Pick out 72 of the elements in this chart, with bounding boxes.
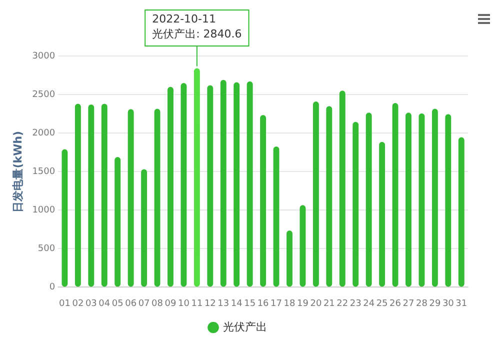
y-tick-label: 2500 <box>32 90 56 100</box>
bar <box>114 156 121 287</box>
x-tick-label: 15 <box>244 298 256 309</box>
bar <box>406 112 412 287</box>
x-tick-label: 06 <box>125 298 137 309</box>
y-tick-label: 2000 <box>32 128 56 138</box>
y-tick-label: 500 <box>38 244 56 254</box>
bar <box>246 81 253 287</box>
bar <box>62 149 68 287</box>
bar <box>141 169 148 287</box>
x-tick-label: 11 <box>191 298 203 309</box>
y-tick-label: 3000 <box>32 51 56 62</box>
bar <box>234 82 240 287</box>
annotation: 2022-10-11 光伏产出: 2840.6 <box>152 12 242 40</box>
bar <box>418 113 425 287</box>
bar <box>180 82 187 287</box>
x-tick-label: 23 <box>350 298 362 309</box>
bar <box>432 108 438 287</box>
x-tick-label: 10 <box>178 298 190 309</box>
bar <box>366 112 372 287</box>
y-tick-label: 0 <box>49 282 56 293</box>
bar <box>101 104 108 287</box>
bar <box>154 108 160 287</box>
bar <box>220 80 226 287</box>
y-tick-label: 1000 <box>32 205 56 216</box>
x-tick-label: 05 <box>112 298 124 309</box>
x-tick-label: 19 <box>296 298 309 309</box>
bar <box>445 114 452 287</box>
x-tick-label: 31 <box>456 298 468 309</box>
x-tick-label: 08 <box>152 298 164 309</box>
x-tick-label: 01 <box>58 298 70 309</box>
x-tick-label: 24 <box>363 298 375 309</box>
bar <box>312 101 319 287</box>
y-tick-label: 1500 <box>32 166 56 177</box>
x-tick-label: 12 <box>204 298 216 309</box>
x-tick-label: 04 <box>98 298 110 309</box>
x-tick-label: 07 <box>138 298 150 309</box>
bar <box>74 104 81 287</box>
bar <box>392 103 398 287</box>
bar <box>326 106 332 287</box>
x-tick-label: 09 <box>164 298 176 309</box>
x-tick-label: 03 <box>85 298 97 309</box>
bar <box>207 85 214 287</box>
x-tick-label: 27 <box>402 298 414 309</box>
legend-label: 光伏产出 <box>222 320 267 334</box>
bar <box>300 205 306 287</box>
x-tick-label: 29 <box>429 298 441 309</box>
x-tick-label: 17 <box>270 298 282 309</box>
y-axis-title: 日发电量(kWh) <box>11 130 24 212</box>
bar <box>339 90 346 287</box>
bar <box>352 122 359 287</box>
bar <box>379 142 386 287</box>
x-tick-label: 30 <box>442 298 454 309</box>
x-tick-label: 28 <box>416 298 428 309</box>
x-tick-label: 21 <box>323 298 335 309</box>
x-tick-label: 22 <box>336 298 348 309</box>
bar <box>286 230 292 287</box>
bar <box>458 137 464 287</box>
bar <box>260 114 266 287</box>
x-tick-label: 02 <box>72 298 84 309</box>
bar <box>168 86 174 287</box>
x-tick-label: 16 <box>257 298 270 309</box>
bar <box>273 146 280 287</box>
bar <box>88 104 94 287</box>
x-tick-label: 18 <box>284 298 296 309</box>
bar <box>128 109 134 287</box>
x-tick-label: 13 <box>218 298 230 309</box>
x-tick-label: 26 <box>390 298 402 309</box>
x-tick-label: 20 <box>310 298 322 309</box>
bar <box>194 68 200 287</box>
x-tick-label: 14 <box>230 298 243 309</box>
x-tick-label: 25 <box>376 298 388 309</box>
